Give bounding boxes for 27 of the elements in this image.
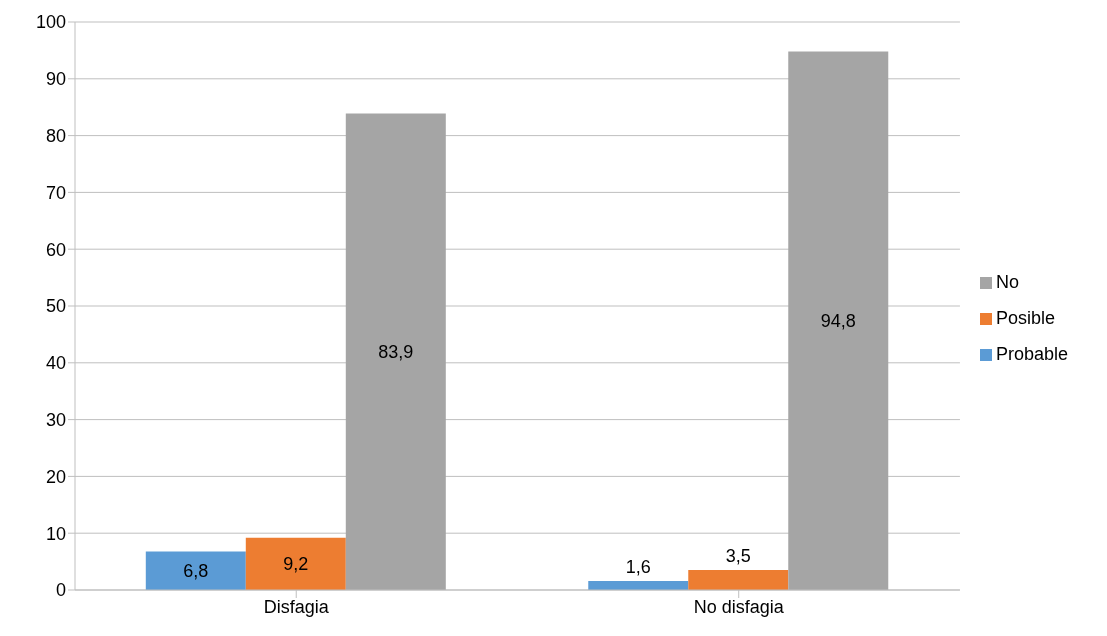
y-tick-label: 90 [45, 69, 66, 90]
data-label: 94,8 [820, 310, 856, 331]
legend-label: No [995, 272, 1019, 292]
y-tick-label: 10 [45, 523, 66, 544]
bar [245, 537, 346, 590]
y-tick-label: 20 [45, 466, 66, 487]
bar [688, 570, 789, 590]
data-label: 83,9 [378, 341, 414, 362]
y-tick-label: 70 [45, 182, 66, 203]
y-tick-label: 40 [45, 353, 66, 374]
y-tick-label: 80 [45, 125, 66, 146]
data-label: 9,2 [283, 553, 309, 574]
bar [345, 113, 446, 590]
y-tick-label: 30 [45, 409, 66, 430]
data-label: 3,5 [725, 546, 751, 567]
y-tick-label: 100 [35, 12, 66, 33]
legend-label: Probable [995, 344, 1068, 364]
y-tick-label: 0 [55, 580, 66, 601]
data-label: 6,8 [183, 560, 209, 581]
x-tick-label: No disfagia [693, 596, 785, 617]
bar [788, 51, 889, 590]
legend-label: Posible [995, 308, 1055, 328]
bar [145, 551, 246, 590]
y-tick-label: 60 [45, 239, 66, 260]
data-label: 1,6 [625, 556, 651, 577]
y-tick-label: 50 [45, 296, 66, 317]
x-tick-label: Disfagia [263, 596, 330, 617]
